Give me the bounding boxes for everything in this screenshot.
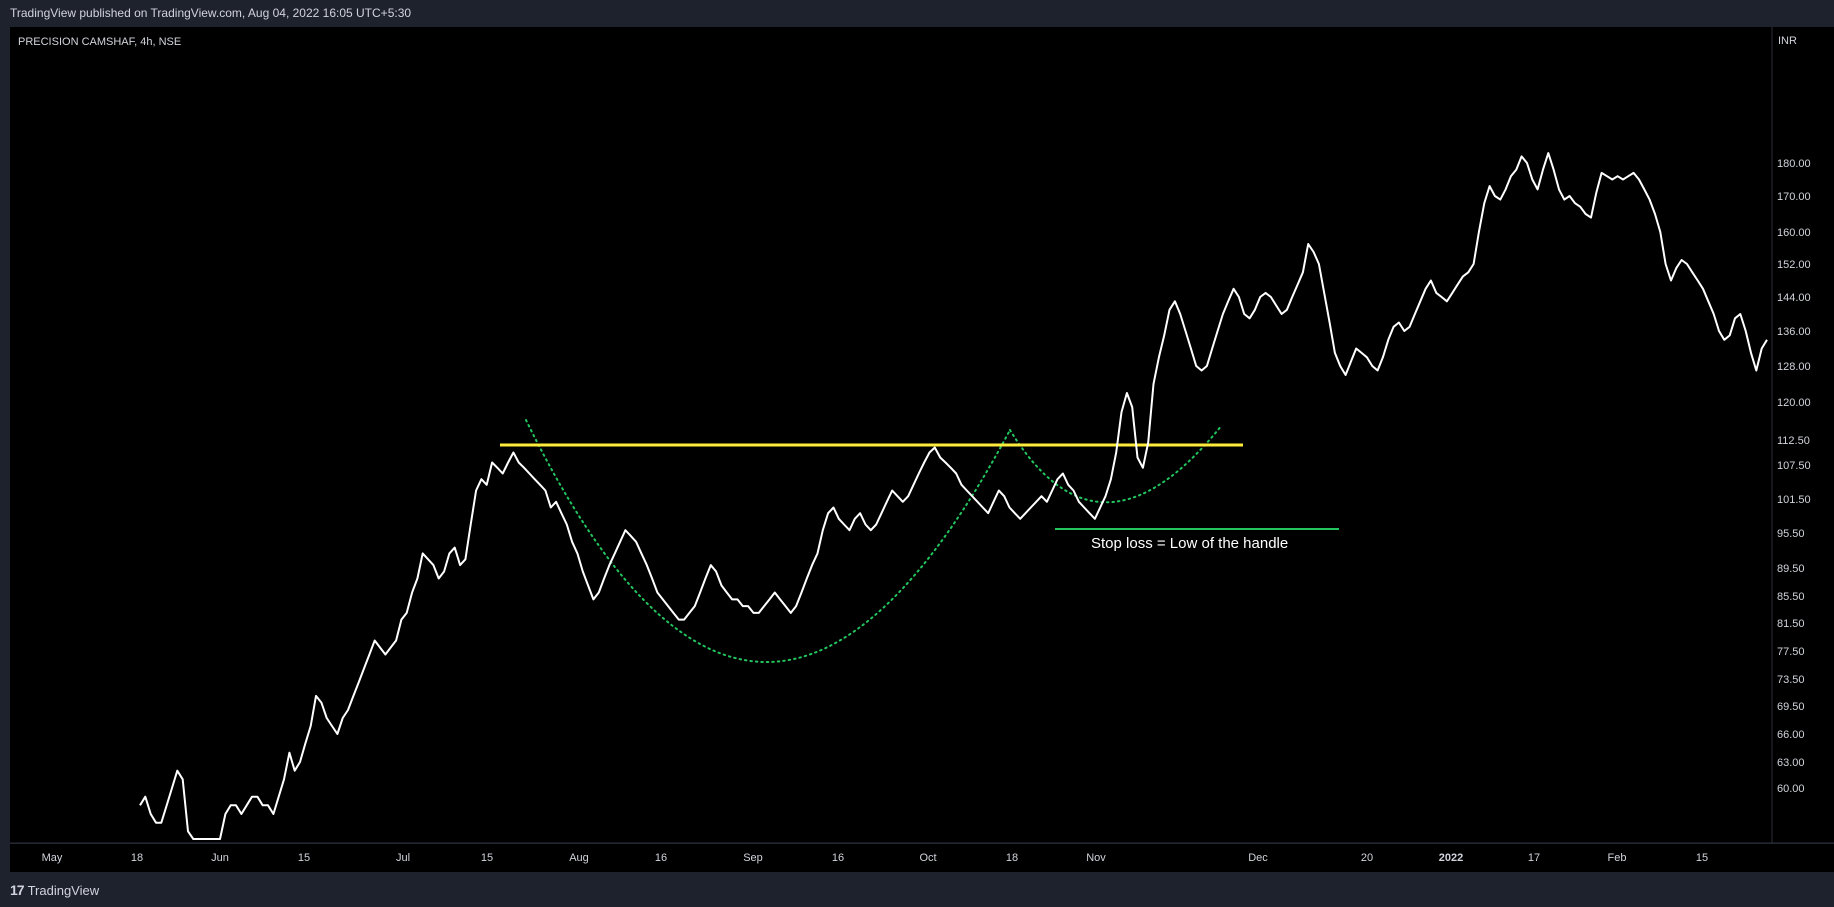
price-tick-label: 101.50: [1777, 494, 1811, 506]
price-tick-label: 136.00: [1777, 326, 1811, 338]
price-tick-label: 170.00: [1777, 191, 1811, 203]
price-tick-label: 107.50: [1777, 460, 1811, 472]
time-tick-label: Feb: [1608, 852, 1627, 864]
time-tick-label: Sep: [743, 852, 763, 864]
time-axis[interactable]: May 18 Jun 15 Jul 15 Aug 16 Sep 16 Oct 18 Nov Dec 20 20…: [42, 852, 1709, 864]
symbol-legend[interactable]: PRECISION CAMSHAF, 4h, NSE: [18, 36, 181, 48]
price-axis-background: [1772, 27, 1834, 843]
time-tick-label: 15: [298, 852, 310, 864]
price-tick-label: 120.00: [1777, 397, 1811, 409]
price-tick-label: 77.50: [1777, 646, 1805, 658]
price-tick-label: 60.00: [1777, 783, 1805, 795]
price-chart[interactable]: PRECISION CAMSHAF, 4h, NSE INR 60.00 63.0…: [0, 27, 1834, 872]
time-tick-label: Dec: [1248, 852, 1268, 864]
price-series-line[interactable]: [139, 152, 1768, 840]
price-axis[interactable]: 60.00 63.00 66.00 69.50 73.50 77.50 81.50 85.50…: [1777, 158, 1811, 795]
time-tick-label: Nov: [1086, 852, 1106, 864]
time-tick-label: 2022: [1439, 852, 1463, 864]
time-tick-label: 18: [1006, 852, 1018, 864]
price-tick-label: 85.50: [1777, 591, 1805, 603]
time-tick-label: Jun: [211, 852, 229, 864]
price-tick-label: 144.00: [1777, 292, 1811, 304]
time-tick-label: 20: [1361, 852, 1373, 864]
price-tick-label: 66.00: [1777, 729, 1805, 741]
price-tick-label: 180.00: [1777, 158, 1811, 170]
tradingview-brand[interactable]: 17 TradingView: [10, 882, 99, 898]
price-tick-label: 73.50: [1777, 674, 1805, 686]
price-tick-label: 81.50: [1777, 618, 1805, 630]
price-tick-label: 128.00: [1777, 361, 1811, 373]
footer-bar: 17 TradingView: [0, 872, 1834, 907]
publish-header: TradingView published on TradingView.com…: [0, 0, 1834, 27]
price-tick-label: 95.50: [1777, 528, 1805, 540]
price-tick-label: 160.00: [1777, 227, 1811, 239]
currency-label: INR: [1778, 35, 1797, 47]
plot-area[interactable]: [10, 27, 1772, 843]
time-tick-label: 16: [655, 852, 667, 864]
price-tick-label: 89.50: [1777, 563, 1805, 575]
time-tick-label: May: [42, 852, 63, 864]
time-tick-label: Jul: [396, 852, 410, 864]
price-tick-label: 63.00: [1777, 757, 1805, 769]
cup-curve-drawing[interactable]: [525, 419, 1011, 663]
chart-canvas[interactable]: PRECISION CAMSHAF, 4h, NSE INR 60.00 63.0…: [0, 27, 1834, 872]
time-tick-label: 15: [481, 852, 493, 864]
tradingview-logo-icon: 17: [10, 882, 25, 898]
publish-info: TradingView published on TradingView.com…: [10, 6, 412, 20]
price-tick-label: 152.00: [1777, 259, 1811, 271]
handle-curve-drawing[interactable]: [1009, 424, 1223, 504]
time-tick-label: 15: [1696, 852, 1708, 864]
time-tick-label: 17: [1528, 852, 1540, 864]
time-tick-label: 16: [832, 852, 844, 864]
time-tick-label: Oct: [919, 852, 936, 864]
time-tick-label: Aug: [569, 852, 589, 864]
price-tick-label: 112.50: [1777, 435, 1810, 447]
time-axis-background: [10, 844, 1834, 872]
time-tick-label: 18: [131, 852, 143, 864]
brand-label: TradingView: [27, 882, 100, 898]
stop-loss-label[interactable]: Stop loss = Low of the handle: [1091, 535, 1288, 552]
price-tick-label: 69.50: [1777, 701, 1805, 713]
